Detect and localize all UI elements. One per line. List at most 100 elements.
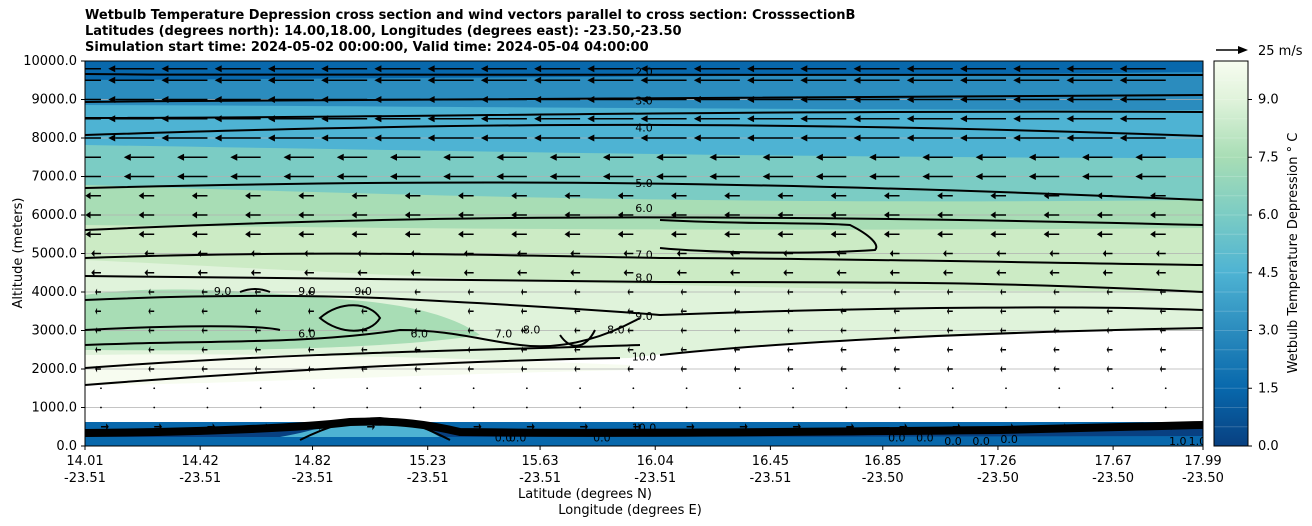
wind-vector-head: [1159, 346, 1162, 354]
wind-vector-head: [1155, 269, 1160, 277]
y-tick-label: 0.0: [56, 439, 77, 454]
wind-vector-head: [724, 230, 730, 238]
wind-vector-head: [1119, 76, 1127, 84]
wind-vector-head: [1119, 134, 1127, 142]
wind-vector-head: [214, 65, 222, 73]
wind-vector: [579, 406, 582, 409]
wind-vector-head: [191, 211, 198, 219]
contour-label: 9.0: [214, 285, 232, 298]
colorbar-tick-label: 6.0: [1258, 208, 1279, 223]
wind-vector-head: [762, 173, 770, 180]
wind-vector-head: [869, 153, 877, 161]
wind-vector-head: [960, 134, 968, 142]
x-tick-lon-label: -23.50: [1182, 471, 1224, 486]
wind-vector-head: [304, 269, 308, 277]
wind-vector-head: [214, 76, 222, 84]
wind-vector: [366, 406, 369, 409]
wind-vector-head: [1102, 250, 1106, 257]
wind-vector: [419, 406, 422, 409]
wind-vector-head: [680, 307, 683, 315]
wind-vector-head: [480, 134, 488, 142]
wind-vector-head: [617, 230, 623, 238]
contour-9-upper: [85, 294, 1203, 317]
wind-vector-head: [960, 65, 968, 73]
wind-vector: [153, 406, 156, 409]
wind-vector-head: [458, 211, 464, 219]
wind-vector-head: [254, 365, 257, 373]
wind-vector: [1111, 406, 1114, 409]
wind-vector-head: [267, 76, 275, 84]
x-tick-lat-label: 17.26: [979, 454, 1016, 469]
wind-vector: [632, 387, 635, 390]
contour-wave: [239, 288, 271, 293]
wind-vector: [366, 387, 369, 390]
wind-vector-head: [95, 307, 98, 315]
wind-vector-head: [374, 65, 382, 73]
contour-9-low: [85, 344, 641, 369]
wind-vector-head: [321, 134, 329, 142]
x-tick-lat-label: 15.63: [521, 454, 558, 469]
wind-vector-head: [534, 65, 542, 73]
wind-vector-head: [106, 423, 109, 431]
contour-label: 0.0: [916, 431, 934, 444]
wind-vector-head: [587, 65, 595, 73]
wind-vector-head: [443, 173, 451, 180]
contour-9-low2: [85, 357, 621, 386]
wind-vector-head: [670, 230, 677, 238]
wind-vector-head: [427, 76, 435, 84]
contour-label: 5.0: [635, 177, 653, 190]
wind-vector: [100, 406, 102, 409]
wind-vector-head: [800, 134, 808, 142]
wind-vector-head: [108, 65, 116, 73]
wind-vector-head: [680, 346, 683, 354]
wind-vector-head: [747, 65, 755, 73]
wind-vector-head: [960, 96, 968, 103]
wind-vector-head: [390, 173, 397, 180]
wind-vector-head: [480, 76, 488, 84]
x-axis-label-lat: Latitude (degrees N): [518, 487, 652, 502]
colorbar-tick-label: 0.0: [1258, 439, 1279, 454]
wind-vector: [845, 387, 848, 390]
wind-vector-head: [95, 346, 98, 354]
wind-vector-head: [532, 423, 535, 431]
wind-vector-head: [230, 173, 238, 180]
wind-vector-head: [840, 365, 843, 373]
x-tick-lon-label: -23.51: [749, 471, 791, 486]
wind-vector-head: [587, 134, 595, 142]
wind-vector-head: [1013, 96, 1021, 103]
wind-vector-head: [883, 230, 890, 238]
wind-vector-head: [361, 307, 364, 315]
wind-vector: [259, 406, 262, 409]
x-tick-lon-label: -23.51: [179, 471, 221, 486]
wind-vector-head: [123, 173, 131, 180]
wind-vector: [472, 406, 475, 409]
wind-vector-head: [640, 76, 648, 84]
wind-vector-head: [906, 96, 914, 103]
wind-vector-head: [511, 192, 517, 200]
x-tick-lon-label: -23.51: [292, 471, 334, 486]
chart-title: Wetbulb Temperature Depression cross sec…: [85, 8, 855, 56]
surface-contours: [85, 416, 1203, 441]
wind-vector-head: [680, 288, 683, 296]
wind-vector-head: [414, 288, 417, 296]
wind-vector-head: [893, 346, 896, 354]
wind-vector: [792, 387, 794, 390]
x-tick-lat-label: 16.04: [637, 454, 674, 469]
wind-vector-head: [975, 173, 983, 180]
y-axis: 0.0 1000.0 2000.0 3000.0 4000.0 5000.0 6000.0 7…: [23, 54, 85, 454]
wind-vector-head: [670, 192, 677, 200]
contour-label: 6.0: [411, 327, 429, 340]
wind-vector-head: [1000, 346, 1003, 354]
wind-vector-head: [549, 173, 557, 180]
wind-vector-head: [693, 76, 701, 84]
wind-vector-head: [161, 65, 169, 73]
wind-vector-head: [906, 134, 914, 142]
wind-vector-head: [496, 153, 504, 161]
wind-vector-head: [946, 327, 949, 334]
wind-vector-head: [161, 134, 169, 142]
wind-vector-head: [937, 230, 943, 238]
wind-vector-head: [138, 192, 144, 200]
wind-vector-head: [906, 65, 914, 73]
wind-vector-head: [148, 307, 151, 315]
wind-vector: [632, 406, 635, 409]
